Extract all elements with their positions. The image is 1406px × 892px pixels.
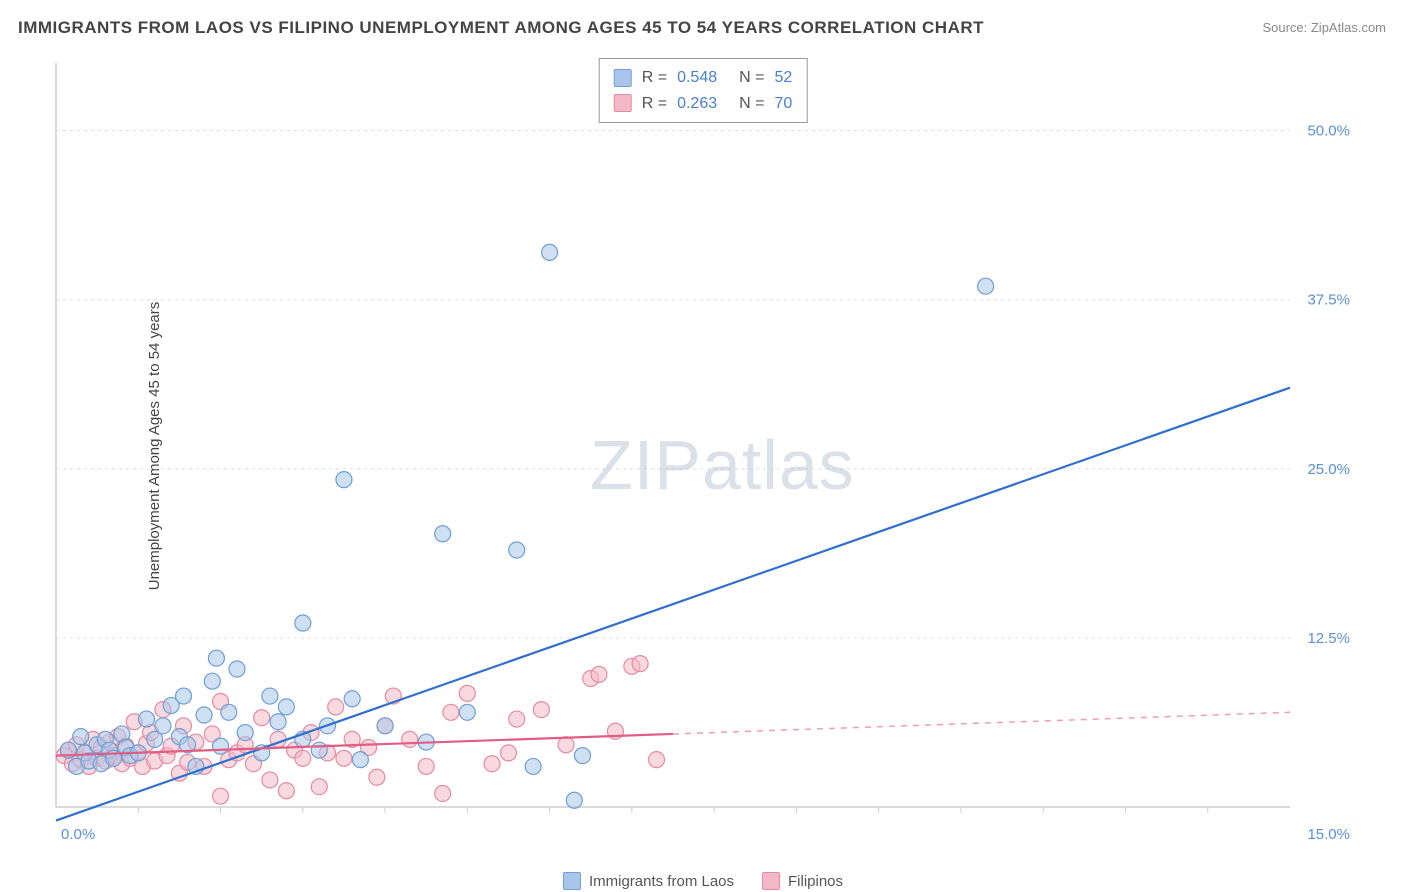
svg-text:37.5%: 37.5%	[1307, 292, 1350, 309]
legend-r-value-laos: 0.548	[677, 65, 717, 91]
chart-title: IMMIGRANTS FROM LAOS VS FILIPINO UNEMPLO…	[18, 18, 984, 38]
legend-row-laos: R = 0.548 N = 52	[614, 65, 793, 91]
svg-text:0.0%: 0.0%	[61, 826, 95, 843]
svg-text:50.0%: 50.0%	[1307, 123, 1350, 140]
series-legend-item-laos: Immigrants from Laos	[563, 872, 734, 890]
svg-text:25.0%: 25.0%	[1307, 461, 1350, 478]
legend-row-filipinos: R = 0.263 N = 70	[614, 91, 793, 117]
legend-swatch-filipinos	[614, 94, 632, 112]
legend-n-label: N =	[739, 65, 764, 91]
svg-text:15.0%: 15.0%	[1307, 826, 1350, 843]
legend-n-label: N =	[739, 91, 764, 117]
correlation-legend: R = 0.548 N = 52 R = 0.263 N = 70	[599, 58, 808, 123]
series-swatch-laos	[563, 872, 581, 890]
legend-n-value-laos: 52	[774, 65, 792, 91]
svg-text:12.5%: 12.5%	[1307, 630, 1350, 647]
legend-r-label: R =	[642, 65, 667, 91]
scatter-chart: 25.0% 50.0% 12.5% 37.5% 0.0% 15.0%	[50, 55, 1360, 845]
series-label-filipinos: Filipinos	[788, 873, 843, 890]
series-legend: Immigrants from Laos Filipinos	[563, 872, 843, 890]
series-label-laos: Immigrants from Laos	[589, 873, 734, 890]
legend-r-label: R =	[642, 91, 667, 117]
plot-area: 25.0%50.0%12.5%37.5%0.0%15.0% ZIPatlas	[50, 55, 1360, 845]
legend-swatch-laos	[614, 69, 632, 87]
series-legend-item-filipinos: Filipinos	[762, 872, 843, 890]
chart-container: IMMIGRANTS FROM LAOS VS FILIPINO UNEMPLO…	[0, 0, 1406, 892]
legend-n-value-filipinos: 70	[774, 91, 792, 117]
legend-r-value-filipinos: 0.263	[677, 91, 717, 117]
series-swatch-filipinos	[762, 872, 780, 890]
source-label: Source: ZipAtlas.com	[1262, 20, 1386, 35]
